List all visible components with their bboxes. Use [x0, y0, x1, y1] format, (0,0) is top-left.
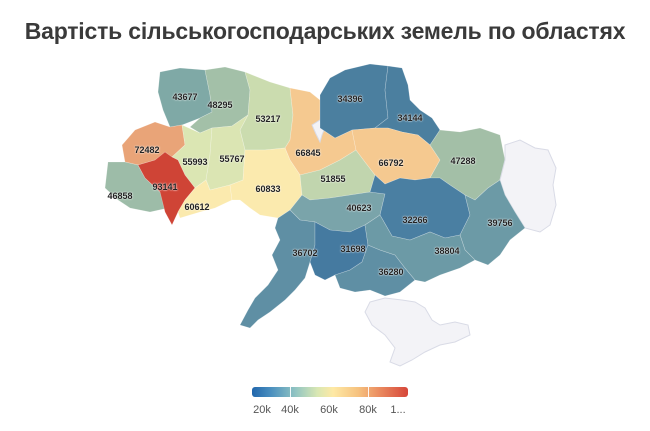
label-kherson: 36280: [378, 267, 404, 277]
region-zaporizhzhia[interactable]: [364, 214, 476, 283]
region-odesa[interactable]: [239, 209, 316, 329]
label-zhytomyr: 53217: [255, 114, 281, 124]
label-cherkasy: 51855: [320, 174, 346, 184]
label-kyiv: 66845: [295, 148, 321, 158]
label-khmelnytskyi: 55767: [219, 154, 245, 164]
label-poltava: 66792: [378, 158, 404, 168]
legend-divider: [368, 387, 369, 397]
legend-tick-40k: 40k: [281, 404, 299, 416]
label-kharkiv: 47288: [450, 156, 476, 166]
label-mykolaiv: 31698: [340, 244, 366, 254]
label-kirovohrad: 40623: [346, 203, 372, 213]
legend-tick-80k: 80k: [359, 404, 377, 416]
colorscale-legend: [252, 387, 408, 397]
chart-title: Вартість сільськогосподарських земель по…: [24, 18, 626, 44]
label-dnipropetrovsk: 32266: [402, 215, 428, 225]
label-rivne: 48295: [207, 100, 233, 110]
label-zaporizhzhia: 38804: [434, 246, 460, 256]
legend-tick-max: 1...: [390, 404, 406, 416]
label-vinnytsia: 60833: [255, 184, 281, 194]
legend-tick-60k: 60k: [320, 404, 338, 416]
label-ternopil: 55993: [182, 157, 208, 167]
label-volyn: 43677: [172, 92, 198, 102]
label-chernihiv: 34396: [337, 94, 363, 104]
label-zakarpattia: 46858: [107, 191, 133, 201]
legend-tick-20k: 20k: [253, 404, 271, 416]
legend-divider: [290, 387, 291, 397]
label-ivano-frankivsk: 93141: [152, 182, 178, 192]
region-crimea: [364, 297, 471, 367]
label-lviv: 72482: [134, 145, 160, 155]
label-chernivtsi: 60612: [184, 202, 210, 212]
label-donetsk: 39756: [487, 218, 513, 228]
label-sumy: 34144: [397, 113, 423, 123]
label-odesa: 36702: [292, 248, 318, 258]
